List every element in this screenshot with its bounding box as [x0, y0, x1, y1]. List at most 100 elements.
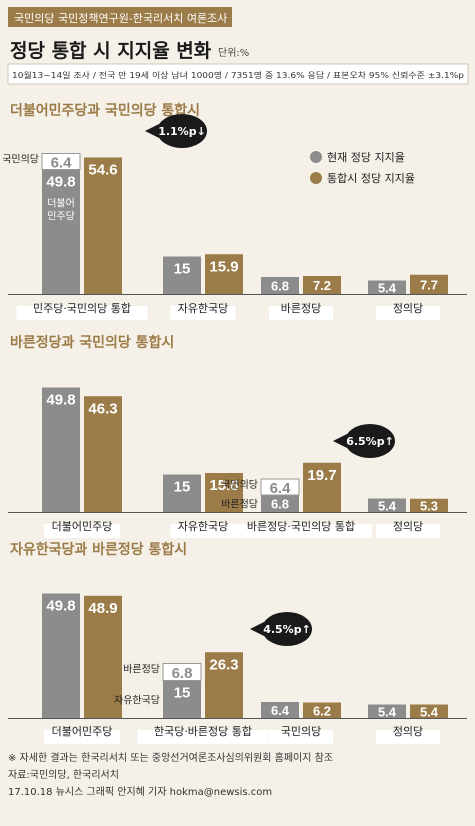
- callout-pointer: [250, 622, 264, 636]
- bar-current-label: 15: [174, 685, 191, 702]
- category-box: [376, 524, 440, 538]
- panel-title: 더불어민주당과 국민의당 통합시: [10, 102, 200, 119]
- bar-stacked-extra-label: 6.4: [51, 155, 73, 172]
- category-box: [44, 524, 120, 538]
- category-box: [230, 524, 372, 538]
- bar-merged: [84, 396, 122, 512]
- category-label: 자유한국당: [178, 520, 229, 533]
- bar-current: [261, 277, 299, 294]
- bar-current: [42, 593, 80, 718]
- footer-source: 자료:국민의당, 한국리서치: [8, 769, 119, 781]
- bar-current-label: 5.4: [378, 280, 397, 295]
- category-box: [16, 306, 148, 320]
- survey-info-box: [7, 63, 469, 85]
- bar-merged-label: 19.7: [307, 467, 336, 484]
- callout-pointer: [145, 124, 159, 138]
- stacked-base-name: 자유한국당: [114, 694, 160, 706]
- callout-bubble: [157, 114, 207, 148]
- category-box: [170, 306, 236, 320]
- footer-credit: 17.10.18 뉴시스 그래픽 안지혜 기자 hokma@newsis.com: [8, 786, 272, 798]
- page-title: 정당 통합 시 지지율 변화: [10, 40, 212, 62]
- bar-current-label: 6.8: [271, 497, 289, 512]
- bar-current: [261, 702, 299, 718]
- category-label: 더불어민주당: [52, 520, 113, 533]
- bar-current: [42, 387, 80, 512]
- category-label: 바른정당·국민의당 통합: [247, 520, 355, 533]
- category-box: [269, 730, 333, 744]
- category-box: [44, 730, 120, 744]
- unit-label: 단위:%: [218, 46, 249, 59]
- bar-current-label: 5.4: [378, 704, 397, 719]
- category-label: 정의당: [393, 520, 423, 533]
- bar-stacked-extra-label: 6.8: [172, 665, 193, 682]
- category-label: 한국당·바른정당 통합: [154, 725, 252, 738]
- category-label: 정의당: [393, 302, 423, 315]
- legend-merged-swatch: [310, 172, 322, 184]
- legend-current-label: 현재 정당 지지율: [327, 151, 405, 164]
- bar-merged-label: 46.3: [88, 400, 117, 417]
- bar-merged-label: 5.4: [420, 704, 439, 719]
- bar-merged: [205, 254, 243, 294]
- panel-title: 자유한국당과 바른정당 통합시: [10, 541, 187, 558]
- stacked-base-name: 바른정당: [221, 499, 258, 511]
- footer-note: ※ 자세한 결과는 한국리서치 또는 중앙선거여론조사심의위원회 홈페이지 참조: [8, 751, 333, 764]
- legend-merged-label: 통합시 정당 지지율: [327, 172, 415, 185]
- bar-merged-label: 5.3: [420, 498, 438, 513]
- source-tag-box: [8, 7, 232, 27]
- bar-merged-label: 6.2: [313, 703, 331, 718]
- callout-pointer: [333, 434, 347, 448]
- bar-stacked-extra: [260, 478, 300, 496]
- bar-current: [163, 474, 201, 512]
- callout-text: 6.5%p↑: [346, 435, 394, 448]
- category-label: 자유한국당: [178, 302, 229, 315]
- category-label: 정의당: [393, 725, 423, 738]
- bar-current: [368, 704, 406, 718]
- bar-merged-label: 15.9: [209, 258, 238, 275]
- bar-stacked-extra: [41, 153, 81, 170]
- legend-current-swatch: [310, 151, 322, 163]
- bar-stacked-extra-label: 6.4: [270, 480, 292, 497]
- stacked-extra-name: 국민의당: [221, 479, 258, 491]
- bar-current-label: 15: [174, 479, 191, 496]
- chart-panel-3: 자유한국당과 바른정당 통합시 49.8 48.9 더불어민주당 15 26.3 6.8 바른…: [8, 541, 467, 744]
- category-box: [170, 524, 236, 538]
- bar-current: [163, 680, 201, 718]
- category-label: 민주당·국민의당 통합: [33, 302, 131, 315]
- callout-bubble: [262, 612, 312, 646]
- category-box: [376, 306, 440, 320]
- bar-current-label: 6.8: [271, 279, 289, 294]
- callout-bubble: [345, 424, 395, 458]
- bar-merged-label: 26.3: [209, 656, 238, 673]
- callout-text: 1.1%p↓: [158, 125, 206, 138]
- bar-merged: [410, 274, 448, 294]
- bar-current-label: 5.4: [378, 498, 397, 513]
- bar-current: [163, 256, 201, 294]
- bar-current-label: 6.4: [271, 703, 290, 718]
- bar-merged-label: 7.2: [313, 278, 331, 293]
- bar-stacked-extra: [162, 663, 202, 681]
- stacked-extra-name: 국민의당: [2, 154, 39, 166]
- bar-current: [261, 495, 299, 512]
- bar-merged: [84, 595, 122, 718]
- category-box: [376, 730, 440, 744]
- bar-merged: [84, 157, 122, 294]
- bar-merged: [205, 652, 243, 718]
- bar-merged: [410, 704, 448, 718]
- category-label: 더불어민주당: [52, 725, 113, 738]
- panel-title: 바른정당과 국민의당 통합시: [10, 334, 174, 351]
- category-box: [269, 306, 333, 320]
- bar-merged: [410, 498, 448, 512]
- bar-merged-label: 7.7: [420, 277, 438, 292]
- bar-current-label: 49.8: [46, 392, 75, 409]
- source-tag: 국민의당 국민정책연구원-한국리서치 여론조사: [14, 12, 227, 25]
- bar-current-label: 15: [174, 261, 191, 278]
- survey-info: 10월13~14일 조사 / 전국 만 19세 이상 남녀 1000명 / 73…: [12, 70, 464, 80]
- stacked-extra-name: 바른정당: [123, 664, 160, 676]
- bar-merged: [303, 462, 341, 512]
- bar-current: [42, 169, 80, 294]
- bar-merged: [303, 702, 341, 718]
- bar-merged-label: 15.6: [209, 477, 238, 494]
